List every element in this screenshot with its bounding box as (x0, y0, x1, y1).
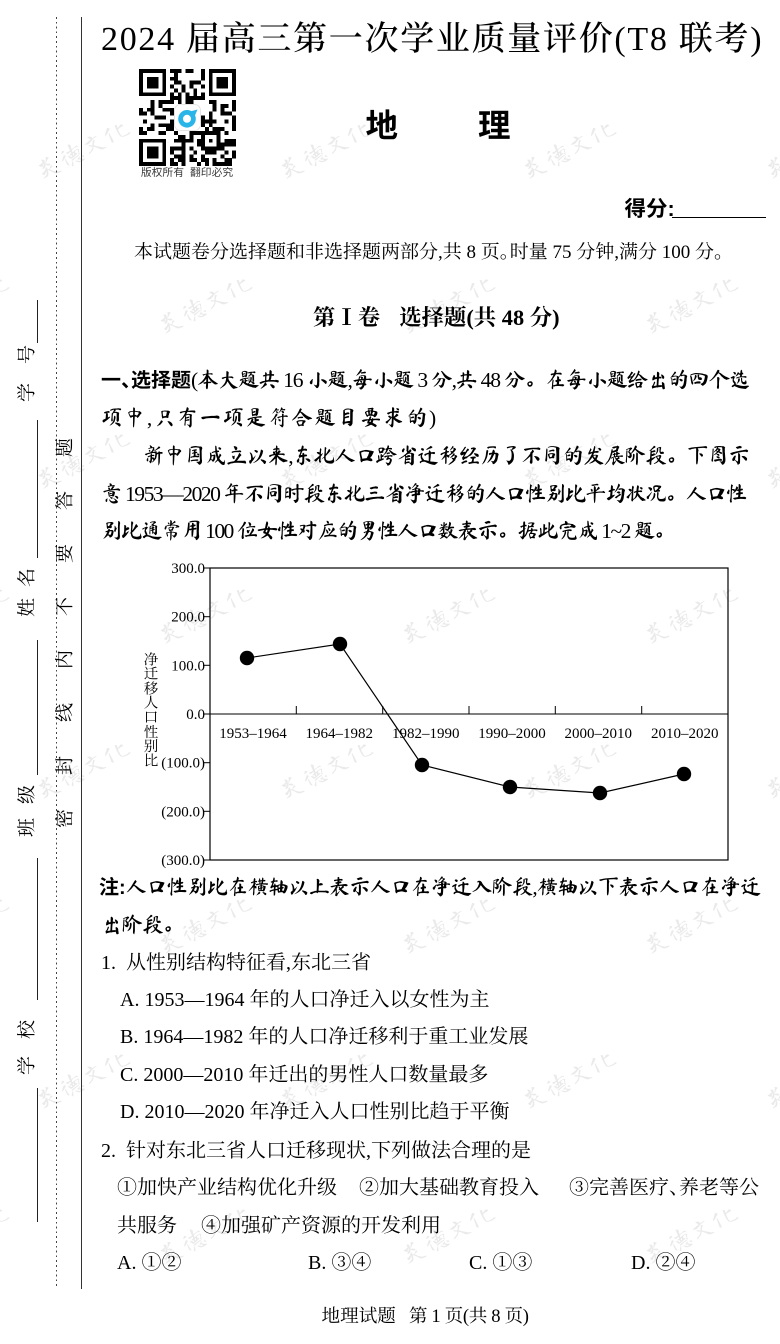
svg-text:(300.0): (300.0) (161, 853, 205, 869)
svg-text:(100.0): (100.0) (161, 756, 205, 772)
svg-text:300.0: 300.0 (171, 561, 205, 577)
svg-text:1964–1982: 1964–1982 (306, 726, 374, 742)
svg-text:0.0: 0.0 (186, 707, 205, 723)
svg-text:2010–2020: 2010–2020 (651, 726, 719, 742)
svg-text:(200.0): (200.0) (161, 804, 205, 820)
svg-text:1953–1964: 1953–1964 (219, 726, 287, 742)
svg-text:200.0: 200.0 (171, 610, 205, 626)
svg-text:2000–2010: 2000–2010 (565, 726, 633, 742)
svg-text:1982–1990: 1982–1990 (392, 726, 460, 742)
svg-text:1990–2000: 1990–2000 (478, 726, 546, 742)
svg-text:100.0: 100.0 (171, 658, 205, 674)
